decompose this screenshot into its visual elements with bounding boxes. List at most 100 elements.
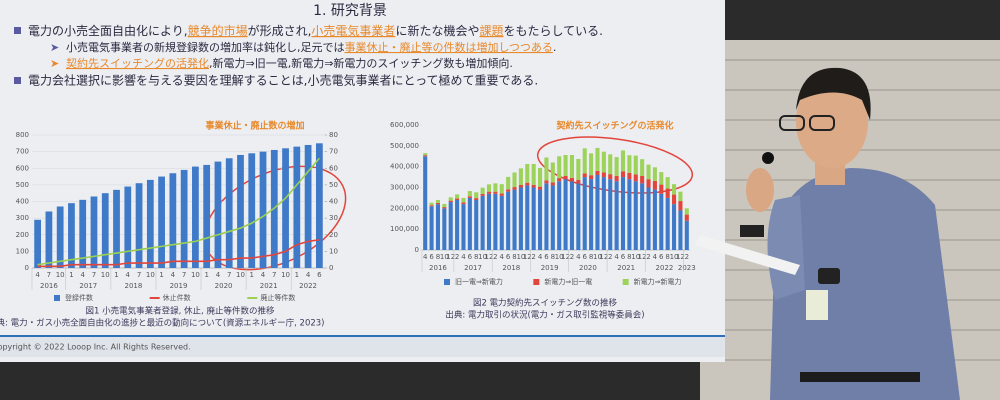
x-tick-label: 4: [126, 271, 131, 279]
legend-label: 新電力⇒旧一電: [544, 277, 592, 286]
bar-segment: [601, 172, 606, 178]
x-tick-label: 1: [69, 271, 73, 279]
x-tick-label: 7: [47, 271, 51, 279]
x-tick-label: 1: [295, 271, 299, 279]
bar-segment: [550, 185, 555, 250]
bar-segment: [646, 164, 651, 180]
bar-segment: [531, 163, 536, 185]
x-tick-label: 2: [570, 253, 574, 261]
y2-tick-label: 10: [329, 247, 338, 255]
x-tick-label: 7: [137, 271, 141, 279]
arm: [767, 195, 805, 300]
source: 出典: 電力取引の状況(電力・ガス取引監視等委員会): [445, 310, 644, 321]
x-tick-label: 6: [582, 253, 587, 261]
bar-segment: [646, 187, 651, 250]
watch: [818, 268, 840, 284]
y2-tick-label: 30: [329, 214, 338, 222]
text: に新たな機会や: [395, 23, 479, 38]
year-label: 2016: [429, 264, 447, 272]
x-tick-label: 4: [261, 271, 266, 279]
x-tick-label: 10: [516, 253, 525, 261]
y2-tick-label: 0: [329, 264, 333, 272]
text: 電力の小売全面自由化により,: [28, 23, 188, 38]
bar-segment: [518, 187, 523, 250]
bar-segment: [633, 181, 638, 250]
bar-segment: [455, 194, 460, 199]
year-label: 2018: [125, 282, 143, 290]
bar-segment: [563, 175, 568, 180]
hair: [796, 67, 871, 120]
bullet-text: 電力会社選択に影響を与える要因を理解することは,小売電気事業者にとって極めて重要…: [28, 73, 538, 88]
y-tick-label: 600,000: [390, 121, 419, 129]
bar-segment: [518, 168, 523, 185]
bullet: [14, 77, 21, 84]
x-tick-label: 4: [461, 253, 466, 261]
bar: [315, 143, 323, 268]
x-tick-label: 8: [589, 253, 593, 261]
y2-tick-label: 20: [329, 231, 338, 239]
bar-segment: [589, 153, 594, 176]
bar-segment: [665, 188, 670, 198]
y-tick-label: 300,000: [390, 184, 419, 192]
x-tick-label: 1: [204, 271, 208, 279]
bar-segment: [499, 193, 504, 196]
bar-segment: [620, 177, 626, 250]
legend-marker: [622, 279, 629, 285]
bar-segment: [595, 170, 600, 175]
bar: [282, 148, 289, 268]
y-tick-label: 100: [16, 247, 29, 255]
y2-tick-label: 50: [329, 181, 338, 189]
legend-label: 旧一電⇒新電力: [455, 277, 503, 286]
bar-segment: [448, 200, 453, 203]
bar-segment: [614, 157, 619, 176]
year-label: 2021: [260, 282, 278, 290]
slide-footer: [0, 337, 725, 357]
legend-label: 廃止等件数: [260, 293, 295, 302]
x-tick-label: 6: [659, 253, 664, 261]
year-label: 2017: [79, 282, 97, 290]
x-tick-label: 10: [440, 253, 449, 261]
legend-marker: [444, 279, 450, 285]
bar-segment: [620, 150, 626, 172]
remote: [740, 225, 764, 237]
text: をもたらしている.: [503, 24, 602, 38]
bar-segment: [512, 172, 517, 188]
x-tick-label: 10: [281, 271, 290, 279]
annotation: 契約先スイッチングの活発化: [555, 120, 673, 132]
x-tick-label: 4: [80, 271, 85, 279]
bar-segment: [448, 202, 453, 250]
year-label: 2020: [579, 264, 597, 272]
bar: [304, 144, 312, 268]
text: が形成され,: [248, 23, 312, 38]
bar-segment: [659, 172, 664, 185]
bar-segment: [665, 177, 670, 189]
line: [37, 238, 320, 268]
bar-segment: [493, 193, 498, 250]
x-tick-label: 2: [685, 253, 689, 261]
bar: [101, 193, 109, 268]
bar-segment: [506, 189, 511, 192]
bar-segment: [633, 174, 638, 182]
bar-segment: [423, 155, 428, 157]
bar-segment: [550, 182, 555, 186]
y-tick-label: 500: [16, 181, 29, 189]
y2-tick-label: 40: [329, 198, 338, 206]
bar-segment: [569, 155, 574, 178]
x-tick-label: 6: [429, 253, 434, 261]
bar: [259, 151, 267, 268]
x-tick-label: 4: [653, 253, 658, 261]
x-tick-label: 10: [631, 253, 640, 261]
bar-segment: [627, 155, 632, 173]
caption: 図2 電力契約先スイッチング数の推移: [473, 298, 618, 309]
x-tick-label: 7: [227, 271, 231, 279]
line: [37, 157, 320, 266]
year-label: 2018: [502, 264, 520, 272]
bar-segment: [582, 173, 587, 178]
bar-segment: [435, 202, 440, 205]
x-tick-label: 7: [272, 271, 276, 279]
x-tick-label: 2: [531, 253, 535, 261]
shirt: [770, 168, 960, 400]
x-tick-label: 2: [646, 253, 650, 261]
bar-segment: [608, 179, 613, 250]
bar-segment: [595, 175, 600, 250]
